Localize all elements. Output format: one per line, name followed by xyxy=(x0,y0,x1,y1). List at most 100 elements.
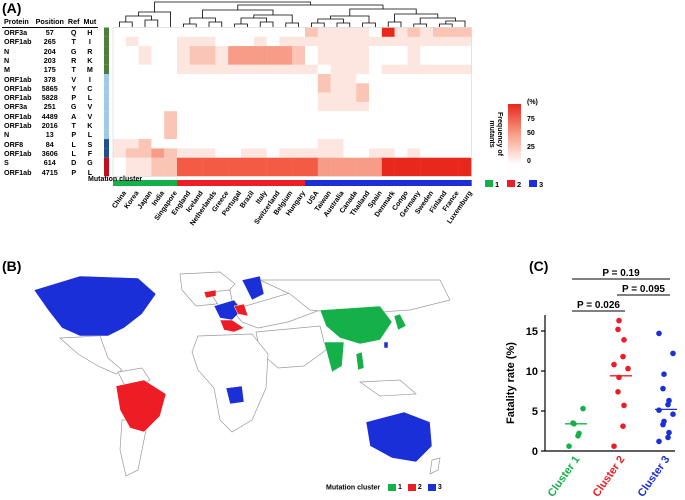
congo-cluster-3-shape xyxy=(225,385,245,405)
frequency-tick: 25 xyxy=(527,144,535,151)
heatmap-cell xyxy=(407,46,421,56)
heatmap-cell xyxy=(228,27,242,37)
heatmap-cell xyxy=(433,101,446,112)
cluster-bar-segment xyxy=(356,180,370,186)
heatmap-cell xyxy=(394,120,408,130)
mutation-cell: T xyxy=(71,121,76,131)
north-america-cluster-3-shape xyxy=(33,275,157,337)
heatmap-cell xyxy=(202,157,216,168)
heatmap-cell xyxy=(202,36,216,47)
heatmap-cell xyxy=(189,120,203,130)
mutation-cell: ORF1ab xyxy=(4,111,32,121)
heatmap-cell xyxy=(458,111,472,121)
heatmap-cell xyxy=(407,129,421,140)
y-tick-label: 0 xyxy=(532,446,538,458)
heatmap-cell xyxy=(113,139,126,149)
heatmap-cell xyxy=(177,55,190,65)
heatmap-cell xyxy=(189,167,203,177)
heatmap-cell xyxy=(381,157,395,168)
heatmap-cell xyxy=(343,148,357,158)
heatmap-cell xyxy=(241,111,254,121)
heatmap-cell xyxy=(215,55,229,65)
heatmap-cell xyxy=(189,129,203,140)
heatmap-cell xyxy=(138,167,152,177)
heatmap-cell xyxy=(445,148,459,158)
heatmap-cell xyxy=(458,92,472,103)
heatmap-cell xyxy=(420,129,434,140)
dendrogram-branch xyxy=(259,21,274,27)
heatmap-cell xyxy=(164,148,178,158)
mutation-row: ORF3a 251 G V xyxy=(2,102,98,111)
heatmap-cell xyxy=(279,139,293,149)
heatmap-cell xyxy=(279,74,293,84)
heatmap-cell xyxy=(113,46,126,56)
mutation-cell: ORF1ab xyxy=(4,93,32,103)
cluster-bar-segment xyxy=(279,180,293,186)
heatmap-cell xyxy=(292,83,306,93)
heatmap-cell xyxy=(241,157,254,168)
heatmap-cell xyxy=(381,46,395,56)
dendrogram-branch xyxy=(439,23,453,27)
heatmap-cell xyxy=(330,64,344,75)
mutation-cell: C xyxy=(87,83,93,93)
heatmap-cell xyxy=(433,92,446,103)
cluster-bar-segment xyxy=(369,180,383,186)
heatmap-cell xyxy=(151,27,165,37)
heatmap-cell xyxy=(113,120,126,130)
dendrogram-branch xyxy=(138,11,171,27)
heatmap-cell xyxy=(292,111,306,121)
cluster-bar-segment xyxy=(189,180,203,186)
heatmap-cell xyxy=(407,92,421,103)
heatmap-cell xyxy=(215,157,229,168)
heatmap-cell xyxy=(215,83,229,93)
mutation-row: ORF1ab 4715 P L xyxy=(2,167,98,177)
heatmap-cell xyxy=(317,139,331,149)
heatmap-cell xyxy=(241,120,254,130)
heatmap-cell xyxy=(445,27,459,37)
heatmap-cell xyxy=(113,74,126,84)
frequency-color-scale xyxy=(508,104,521,164)
heatmap-cell xyxy=(305,46,318,56)
table-header: Protein xyxy=(2,16,34,28)
row-group-bar xyxy=(104,139,109,149)
dendrogram-branch xyxy=(336,22,351,27)
heatmap-cell xyxy=(202,101,216,112)
cluster-bar-segment xyxy=(151,180,165,186)
world-map xyxy=(33,271,451,477)
heatmap-cell xyxy=(381,36,395,47)
row-group-bar xyxy=(104,120,109,130)
mutation-cell: K xyxy=(87,121,93,131)
heatmap-cell xyxy=(241,167,254,177)
heatmap-cell xyxy=(292,27,306,37)
heatmap-cell xyxy=(458,157,472,168)
mutation-row: ORF1ab 2016 T K xyxy=(2,121,98,130)
heatmap-cell xyxy=(253,36,267,47)
heatmap-cell xyxy=(317,83,331,93)
map-legend-title: Mutation cluster xyxy=(326,484,381,492)
heatmap-cell xyxy=(369,167,382,177)
heatmap-cell xyxy=(394,129,408,140)
table-header: Position xyxy=(33,16,66,28)
indonesia-shape xyxy=(358,379,417,397)
mutation-cell: 378 xyxy=(43,74,56,84)
y-tick-label: 10 xyxy=(526,366,538,378)
heatmap-cell xyxy=(125,55,139,65)
heatmap-cell xyxy=(292,157,306,168)
heatmap-cell xyxy=(164,83,178,93)
heatmap-cell xyxy=(292,74,306,84)
heatmap-cell xyxy=(420,55,434,65)
heatmap-cell xyxy=(394,36,408,47)
heatmap-cell xyxy=(125,92,139,103)
heatmap-cell xyxy=(317,120,331,130)
heatmap-cell xyxy=(394,157,408,168)
frequency-legend-title-line1: Frequency of xyxy=(496,112,503,157)
heatmap-cell xyxy=(241,46,254,56)
heatmap-cell xyxy=(356,157,370,168)
heatmap-cell xyxy=(330,83,344,93)
heatmap-cell xyxy=(189,139,203,149)
data-point xyxy=(660,385,666,392)
heatmap-cell xyxy=(253,27,267,37)
heatmap-cell xyxy=(253,157,267,168)
heatmap-cell xyxy=(394,148,408,158)
